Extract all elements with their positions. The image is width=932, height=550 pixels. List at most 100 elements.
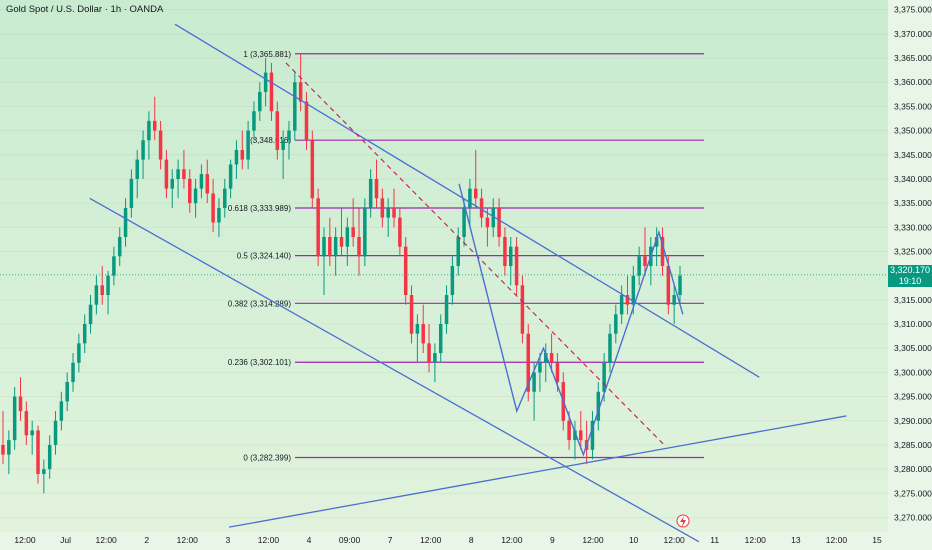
candle-body: [1, 444, 5, 455]
candle-body: [614, 314, 618, 334]
candle-body: [193, 188, 198, 204]
x-tick-label: 13: [791, 535, 801, 545]
x-tick-label: 7: [388, 535, 393, 545]
trend-line: [89, 197, 700, 543]
candle-body: [555, 362, 560, 383]
candle-body: [368, 178, 373, 208]
candle-body: [211, 193, 215, 223]
fib-level-label: 1 (3,365.881): [243, 50, 291, 59]
candle-body: [433, 353, 437, 363]
candle-body: [53, 420, 58, 445]
candle-body: [71, 362, 75, 383]
candle-body: [322, 236, 326, 257]
x-tick-label: 12:00: [96, 535, 118, 545]
candle-body: [544, 353, 548, 363]
x-tick-label: 12:00: [826, 535, 848, 545]
candle-body: [625, 295, 630, 305]
candle-body: [619, 295, 624, 315]
y-tick-label: 3,325.000: [894, 246, 932, 256]
y-tick-label: 3,350.000: [894, 126, 932, 136]
candle-body: [310, 140, 315, 199]
candle-body: [450, 266, 455, 296]
candle-body: [398, 217, 402, 247]
trend-line: [174, 23, 760, 378]
candle-body: [252, 111, 256, 131]
x-tick-label: 12:00: [420, 535, 442, 545]
candle-body: [135, 159, 139, 179]
candle-body: [590, 420, 595, 450]
y-tick-label: 3,310.000: [894, 319, 932, 329]
y-tick-label: 3,370.000: [894, 29, 932, 39]
y-tick-label: 3,280.000: [894, 464, 932, 474]
x-tick-label: 8: [469, 535, 474, 545]
y-tick-label: 3,305.000: [894, 343, 932, 353]
candle-body: [497, 207, 501, 237]
x-tick-label: 4: [307, 535, 312, 545]
fib-level-label: (3,348.016): [250, 136, 291, 145]
candle-body: [123, 207, 128, 237]
candle-body: [491, 207, 495, 228]
candle-body: [468, 188, 472, 208]
candle-body: [573, 430, 577, 441]
x-tick-label: 10: [629, 535, 639, 545]
pattern-zigzag: [458, 183, 684, 457]
y-tick-label: 3,330.000: [894, 222, 932, 232]
candle-body: [438, 324, 443, 354]
y-tick-label: 3,365.000: [894, 53, 932, 63]
candle-body: [293, 82, 297, 131]
candle-body: [538, 362, 542, 373]
candle-body: [100, 285, 104, 296]
y-tick-label: 3,340.000: [894, 174, 932, 184]
x-tick-label: 12:00: [177, 535, 199, 545]
candle-body: [473, 188, 478, 199]
candle-body: [269, 72, 274, 112]
x-tick-label: 3: [225, 535, 230, 545]
x-tick-label: 9: [550, 535, 555, 545]
candle-body: [357, 236, 361, 257]
candle-body: [117, 236, 122, 257]
x-tick-label: 15: [872, 535, 882, 545]
candle-body: [263, 72, 268, 92]
candle-body: [351, 227, 355, 237]
candle-body: [386, 207, 390, 218]
candle-body: [485, 217, 490, 228]
candle-body: [112, 256, 116, 276]
x-tick-label: 12:00: [258, 535, 280, 545]
candle-body: [462, 207, 466, 237]
y-tick-label: 3,285.000: [894, 440, 932, 450]
y-tick-label: 3,290.000: [894, 416, 932, 426]
candle-body: [456, 236, 460, 266]
candle-body: [42, 469, 46, 474]
candle-body: [199, 174, 204, 189]
candle-body: [328, 236, 332, 257]
y-tick-label: 3,375.000: [894, 5, 932, 15]
fib-level-label: 0.236 (3,302.101): [228, 358, 291, 367]
candle-body: [532, 372, 536, 392]
x-tick-label: 12:00: [14, 535, 36, 545]
candle-body: [345, 227, 350, 247]
candle-body: [281, 140, 285, 150]
candle-body: [275, 111, 280, 150]
candle-body: [7, 440, 11, 455]
candle-body: [520, 285, 525, 334]
candle-body: [567, 420, 571, 441]
candle-body: [59, 401, 64, 421]
candle-body: [12, 396, 17, 441]
y-tick-label: 3,360.000: [894, 77, 932, 87]
candle-body: [88, 304, 93, 325]
candle-body: [427, 343, 431, 363]
y-tick-label: 3,345.000: [894, 150, 932, 160]
candle-body: [660, 236, 665, 266]
fib-level-label: 0.5 (3,324.140): [237, 252, 292, 261]
candle-body: [666, 266, 671, 305]
current-price-value: 3,320.170: [889, 265, 931, 275]
candle-body: [170, 178, 175, 189]
fib-level-label: 0.382 (3,314.289): [228, 299, 291, 308]
candle-body: [82, 324, 87, 344]
x-tick-label: 12:00: [664, 535, 686, 545]
candle-body: [678, 275, 682, 296]
candle-body: [164, 159, 169, 189]
candle-body: [637, 256, 641, 276]
